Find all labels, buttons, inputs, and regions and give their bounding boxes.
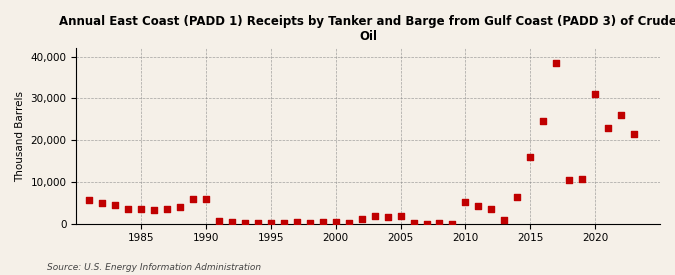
Point (512, 194, 522, 199)
Point (162, 207, 173, 211)
Point (616, 113, 626, 117)
Point (200, 197, 211, 201)
Point (240, 220, 250, 225)
Point (292, 220, 302, 224)
Title: Annual East Coast (PADD 1) Receipts by Tanker and Barge from Gulf Coast (PADD 3): Annual East Coast (PADD 1) Receipts by T… (59, 15, 675, 43)
Point (213, 219, 224, 223)
Point (110, 203, 121, 207)
Point (421, 221, 432, 226)
Point (330, 219, 341, 224)
Point (525, 155, 536, 159)
Point (382, 215, 393, 219)
Point (369, 214, 380, 218)
Point (590, 92, 601, 97)
Point (576, 177, 587, 182)
Point (136, 207, 146, 211)
Point (408, 221, 419, 226)
Point (603, 125, 614, 130)
Point (460, 200, 471, 204)
Point (304, 221, 315, 225)
Point (84, 197, 95, 202)
Point (265, 220, 276, 225)
Point (564, 178, 574, 182)
Y-axis label: Thousand Barrels: Thousand Barrels (15, 90, 25, 182)
Point (473, 204, 484, 208)
Point (395, 214, 406, 218)
Point (344, 221, 354, 225)
Point (188, 197, 198, 201)
Point (148, 208, 159, 213)
Point (486, 207, 497, 211)
Point (538, 119, 549, 124)
Point (175, 205, 186, 209)
Point (227, 220, 238, 224)
Point (551, 61, 562, 65)
Point (434, 221, 445, 226)
Point (252, 221, 263, 225)
Point (123, 207, 134, 211)
Point (628, 132, 639, 136)
Point (447, 221, 458, 226)
Point (317, 220, 328, 224)
Point (278, 221, 289, 225)
Point (356, 217, 367, 221)
Point (499, 218, 510, 222)
Text: Source: U.S. Energy Information Administration: Source: U.S. Energy Information Administ… (47, 263, 261, 272)
Point (97, 201, 107, 205)
